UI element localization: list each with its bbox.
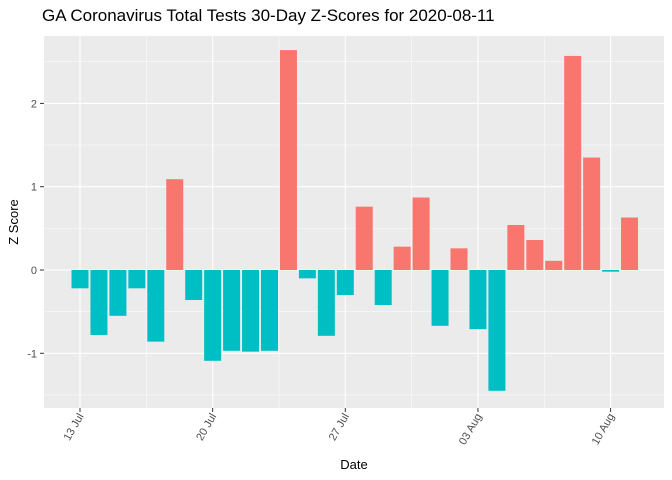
y-axis: -1 0 1 2 bbox=[27, 98, 44, 360]
bar bbox=[583, 157, 601, 270]
bar bbox=[374, 270, 392, 305]
plot-panel bbox=[44, 36, 664, 408]
bar bbox=[412, 197, 430, 270]
y-tick-label: 1 bbox=[31, 182, 37, 194]
bar bbox=[545, 260, 563, 270]
bar bbox=[393, 246, 411, 270]
bar bbox=[147, 270, 165, 342]
bar bbox=[507, 225, 525, 270]
bar bbox=[279, 50, 297, 271]
x-tick-label: 20 Jul bbox=[194, 412, 219, 443]
bar bbox=[261, 270, 278, 351]
chart-title: GA Coronavirus Total Tests 30-Day Z-Scor… bbox=[42, 6, 495, 25]
bar bbox=[185, 270, 203, 300]
bar bbox=[90, 270, 108, 335]
y-tick-label: -1 bbox=[27, 348, 37, 360]
bar bbox=[355, 206, 373, 270]
grid-minor bbox=[44, 36, 664, 408]
x-tick-label: 13 Jul bbox=[62, 412, 87, 443]
bar bbox=[242, 270, 260, 352]
bar bbox=[450, 248, 468, 270]
bar bbox=[621, 217, 639, 270]
bar bbox=[166, 179, 184, 270]
y-tick-label: 2 bbox=[31, 98, 37, 110]
x-axis: 13 Jul 20 Jul 27 Jul 03 Aug 10 Aug bbox=[62, 408, 618, 448]
x-tick-label: 10 Aug bbox=[590, 412, 618, 448]
bar bbox=[336, 270, 354, 295]
bar bbox=[431, 270, 449, 326]
bar bbox=[128, 270, 146, 289]
x-axis-title: Date bbox=[340, 457, 367, 472]
bar bbox=[223, 270, 241, 351]
bars bbox=[71, 50, 639, 391]
y-axis-title: Z Score bbox=[6, 199, 21, 245]
bar bbox=[602, 270, 620, 272]
bar bbox=[317, 270, 335, 336]
bar bbox=[526, 240, 544, 270]
y-tick-label: 0 bbox=[31, 265, 37, 277]
bar bbox=[469, 270, 487, 330]
bar bbox=[564, 55, 582, 270]
bar bbox=[71, 270, 89, 289]
bar bbox=[298, 270, 316, 279]
bar bbox=[204, 270, 222, 361]
x-tick-label: 27 Jul bbox=[327, 412, 352, 443]
x-tick-label: 03 Aug bbox=[457, 412, 485, 448]
bar bbox=[488, 270, 506, 391]
bar bbox=[109, 270, 127, 316]
